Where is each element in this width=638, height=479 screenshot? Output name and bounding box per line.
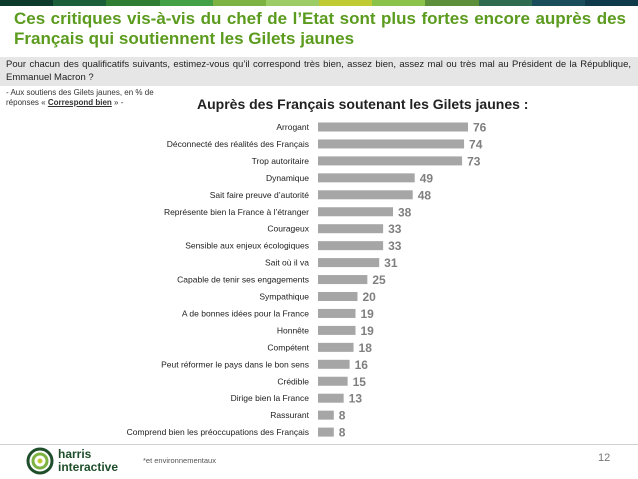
value-label: 25 (372, 273, 386, 287)
value-label: 74 (469, 137, 483, 151)
category-label: Déconnecté des réalités des Français (167, 139, 309, 149)
top-color-segment (106, 0, 160, 6)
category-label: A de bonnes idées pour la France (182, 308, 309, 318)
bar (318, 258, 380, 268)
logo-line-1: harris (58, 447, 92, 461)
logo-line-2: interactive (58, 460, 119, 474)
question-band: Pour chacun des qualificatifs suivants, … (0, 57, 638, 86)
bar (318, 241, 384, 251)
top-color-segment (265, 0, 320, 6)
bar (318, 173, 415, 183)
category-label: Trop autoritaire (252, 156, 310, 166)
value-label: 73 (467, 154, 481, 168)
value-label: 18 (359, 341, 373, 355)
top-color-segment (212, 0, 266, 6)
category-label: Crédible (277, 376, 309, 386)
category-label: Compétent (267, 342, 309, 352)
base-note: - Aux soutiens des Gilets jaunes, en % d… (6, 88, 176, 108)
value-label: 76 (473, 121, 487, 135)
top-color-segment (159, 0, 213, 6)
category-label: Dynamique (266, 173, 309, 183)
bar (318, 122, 468, 132)
bar (318, 393, 344, 403)
top-color-segment (372, 0, 426, 6)
base-note-prefix: - Aux soutiens des Gilets jaunes, en % d… (6, 88, 154, 107)
logo-text: harris interactive (58, 448, 118, 474)
category-label: Sensible aux enjeux écologiques (185, 241, 309, 251)
category-label: Peut réformer le pays dans le bon sens (161, 359, 309, 369)
base-note-emph: Correspond bien (47, 98, 112, 107)
bar (318, 325, 356, 335)
value-label: 33 (388, 222, 402, 236)
value-label: 13 (349, 392, 363, 406)
category-label: Sait où il va (265, 258, 309, 268)
top-color-segment (319, 0, 373, 6)
bar (318, 292, 358, 301)
bar (318, 376, 348, 386)
bar (318, 156, 463, 166)
bar (318, 139, 465, 149)
value-label: 8 (339, 426, 346, 440)
value-label: 15 (353, 375, 367, 389)
value-label: 20 (362, 290, 376, 304)
category-label: Dirige bien la France (231, 393, 310, 403)
footnote: *et environnementaux (143, 456, 216, 465)
category-label: Rassurant (270, 410, 309, 420)
bar (318, 190, 413, 200)
page-number: 12 (598, 452, 611, 464)
value-label: 33 (388, 239, 402, 253)
bar (318, 308, 356, 318)
top-color-segment (0, 0, 54, 6)
bar (318, 275, 368, 285)
bar (318, 207, 393, 217)
category-label: Capable de tenir ses engagements (177, 275, 309, 285)
top-color-segment (584, 0, 638, 6)
base-note-suffix: » - (111, 98, 124, 107)
bar (318, 359, 350, 369)
harris-logo-icon (26, 447, 54, 475)
category-label: Sympathique (259, 292, 309, 302)
value-label: 31 (384, 256, 398, 270)
category-label: Honnête (277, 325, 309, 335)
bar (318, 427, 334, 437)
value-label: 38 (398, 205, 412, 219)
category-label: Représente bien la France à l’étranger (164, 207, 309, 217)
footer-divider (0, 444, 638, 445)
value-label: 19 (361, 307, 375, 321)
value-label: 8 (339, 409, 346, 423)
category-label: Sait faire preuve d’autorité (210, 190, 309, 200)
value-label: 49 (420, 171, 434, 185)
category-label: Comprend bien les préoccupations des Fra… (127, 427, 309, 437)
category-label: Arrogant (276, 122, 309, 132)
page-title: Ces critiques vis-à-vis du chef de l’Eta… (14, 9, 626, 48)
category-label: Courageux (267, 224, 309, 234)
value-label: 19 (361, 324, 375, 338)
bar (318, 224, 384, 234)
bar (318, 410, 334, 420)
bar (318, 342, 354, 352)
value-label: 16 (355, 358, 369, 372)
top-color-bar (0, 0, 638, 6)
chart-title: Auprès des Français soutenant les Gilets… (197, 96, 529, 112)
top-color-segment (478, 0, 532, 6)
value-label: 48 (418, 188, 432, 202)
top-color-segment (425, 0, 479, 6)
survey-question: Pour chacun des qualificatifs suivants, … (6, 59, 631, 83)
top-color-segment (531, 0, 585, 6)
top-color-segment (53, 0, 107, 6)
